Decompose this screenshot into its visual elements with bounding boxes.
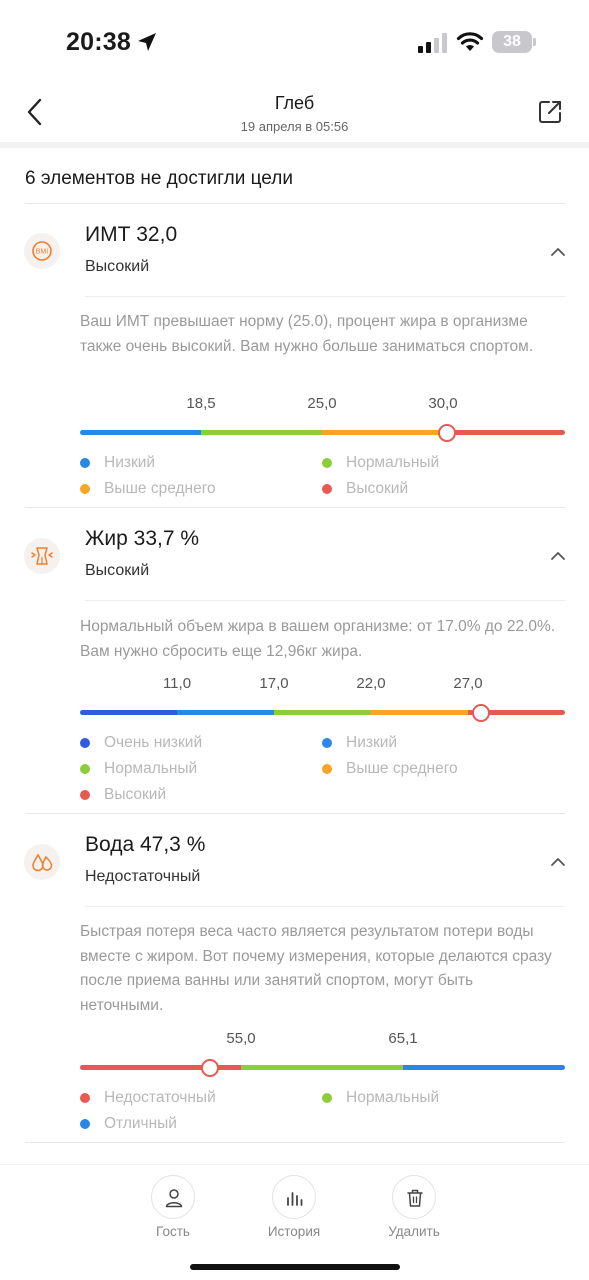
fat-status: Высокий (85, 562, 150, 579)
legend-label: Отличный (104, 1115, 177, 1132)
range-tick-label: 30,0 (428, 395, 458, 412)
range-segment (241, 1065, 403, 1070)
chevron-up-icon[interactable] (549, 550, 567, 562)
legend-label: Нормальный (104, 760, 198, 777)
divider (25, 203, 565, 204)
legend-label: Высокий (104, 786, 167, 803)
chevron-up-icon[interactable] (549, 246, 567, 258)
guest-label: Гость (156, 1224, 190, 1239)
range-tick-label: 27,0 (453, 675, 483, 692)
divider (25, 1142, 565, 1143)
guest-button[interactable]: Гость (133, 1175, 213, 1245)
range-segment (80, 710, 177, 715)
range-tick-label: 18,5 (186, 395, 216, 412)
legend-label: Нормальный (346, 1089, 440, 1106)
bmi-range-bar (80, 430, 565, 435)
range-segment (468, 710, 565, 715)
page-subtitle-date: 19 апреля в 05:56 (240, 119, 349, 134)
bmi-icon: BMI (24, 233, 60, 269)
range-segment (403, 1065, 565, 1070)
divider (85, 600, 565, 601)
status-time: 20:38 (66, 28, 131, 56)
fat-title: Жир 33,7 % (85, 527, 200, 550)
header-divider (0, 142, 589, 148)
status-bar: 20:38 38 (0, 0, 589, 88)
water-drops-icon (24, 844, 60, 880)
range-segment (443, 430, 565, 435)
person-icon (165, 1189, 183, 1208)
range-tick-label: 25,0 (307, 395, 337, 412)
divider (25, 507, 565, 508)
legend-label: Низкий (104, 454, 156, 471)
fat-range-bar (80, 710, 565, 715)
delete-button[interactable]: Удалить (374, 1175, 454, 1245)
legend-dot (80, 1119, 90, 1129)
legend-dot (80, 484, 90, 494)
legend-label: Выше среднего (346, 760, 458, 777)
legend-label: Высокий (346, 480, 409, 497)
range-segment (80, 1065, 241, 1070)
range-tick-label: 17,0 (259, 675, 289, 692)
divider (85, 296, 565, 297)
back-chevron-icon[interactable] (22, 96, 52, 128)
range-segment (322, 430, 443, 435)
range-tick-label: 65,1 (388, 1030, 418, 1047)
water-description: Быстрая потеря веса часто является резул… (80, 923, 552, 1014)
location-arrow-icon (138, 33, 156, 51)
share-icon[interactable] (536, 98, 564, 126)
water-value-marker (201, 1059, 219, 1077)
divider (85, 906, 565, 907)
svg-text:BMI: BMI (36, 249, 49, 256)
battery-icon (492, 31, 532, 53)
bmi-title: ИМТ 32,0 (85, 223, 178, 246)
range-segment (80, 430, 201, 435)
bmi-description: Ваш ИМТ превышает норму (25.0), процент … (80, 313, 534, 355)
delete-label: Удалить (388, 1224, 440, 1239)
range-segment (177, 710, 274, 715)
trash-icon (407, 1189, 423, 1207)
legend-dot (322, 1093, 332, 1103)
water-title: Вода 47,3 % (85, 833, 206, 856)
fat-description: Нормальный объем жира в вашем организме:… (80, 618, 556, 660)
legend-dot (80, 1093, 90, 1103)
summary-heading: 6 элементов не достигли цели (25, 168, 293, 189)
legend-dot (322, 458, 332, 468)
legend-dot (322, 764, 332, 774)
history-button[interactable]: История (254, 1175, 334, 1245)
water-status: Недостаточный (85, 868, 201, 885)
range-tick-label: 11,0 (162, 675, 192, 692)
legend-dot (322, 484, 332, 494)
battery-level: 38 (503, 33, 521, 50)
legend-label: Нормальный (346, 454, 440, 471)
fat-value-marker (472, 704, 490, 722)
toolbar-divider (0, 1164, 589, 1165)
range-segment (201, 430, 322, 435)
legend-dot (80, 764, 90, 774)
wifi-icon (456, 32, 484, 51)
range-tick-label: 55,0 (226, 1030, 256, 1047)
battery-indicator: 38 (492, 31, 536, 53)
bmi-status: Высокий (85, 258, 150, 275)
range-tick-label: 22,0 (356, 675, 386, 692)
home-indicator (190, 1264, 400, 1270)
legend-label: Недостаточный (104, 1089, 216, 1106)
legend-dot (80, 458, 90, 468)
legend-label: Выше среднего (104, 480, 216, 497)
legend-dot (322, 738, 332, 748)
chevron-up-icon[interactable] (549, 856, 567, 868)
legend-label: Низкий (346, 734, 398, 751)
legend-dot (80, 738, 90, 748)
page-title: Глеб (274, 93, 315, 113)
legend-dot (80, 790, 90, 800)
water-range-bar (80, 1065, 565, 1070)
history-label: История (267, 1224, 321, 1239)
bmi-value-marker (438, 424, 456, 442)
range-segment (274, 710, 371, 715)
cellular-signal-icon (418, 33, 447, 53)
bar-chart-icon (287, 1192, 303, 1206)
divider (25, 813, 565, 814)
body-fat-icon (24, 538, 60, 574)
legend-label: Очень низкий (104, 734, 203, 751)
range-segment (371, 710, 468, 715)
